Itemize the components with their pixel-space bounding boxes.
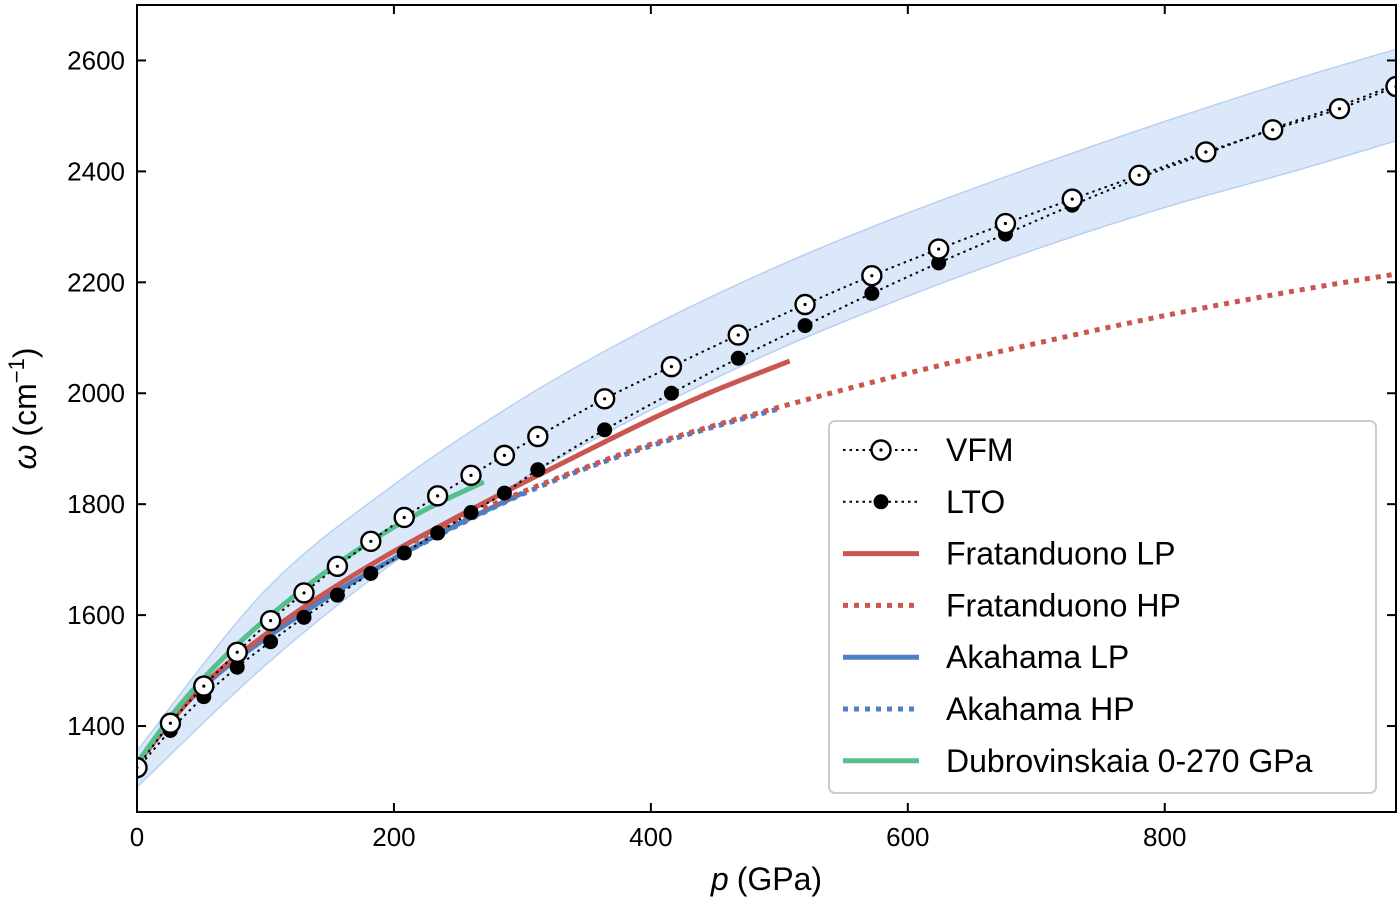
legend-label: LTO [946, 484, 1005, 520]
data-point-center-vfm [1204, 150, 1208, 154]
y-tick-label: 1800 [67, 489, 125, 519]
data-point-lto [329, 587, 345, 603]
data-point-center-vfm [1337, 107, 1342, 111]
data-point-center-vfm [335, 564, 340, 568]
data-point-vfm [137, 756, 148, 779]
legend-label: VFM [946, 432, 1014, 468]
plot-frame [136, 4, 1397, 813]
x-tick-label: 800 [1143, 822, 1186, 852]
series-fratanduono-hp [392, 271, 1396, 554]
legend-box [828, 420, 1377, 794]
legend-item-fratanduono-lp: Fratanduono LP [843, 536, 1176, 572]
data-point-lto [463, 504, 479, 520]
data-point-lto [797, 318, 813, 334]
data-point-lto [931, 255, 947, 271]
x-axis-label: p (GPa) [710, 861, 822, 897]
data-point-center-vfm [502, 453, 507, 457]
data-point-center-vfm [202, 684, 206, 688]
plot-area [137, 48, 1396, 789]
x-tick-label: 0 [130, 822, 144, 852]
data-point-center-vfm [235, 650, 239, 654]
data-point-lto [430, 525, 446, 541]
data-point-center-vfm [436, 494, 440, 498]
data-point-lto [263, 634, 279, 650]
axis-ticks: 0 200 400 600 800 1400 1600 1800 2000 2200 2400 260… [67, 5, 1396, 852]
data-point-center-vfm [803, 302, 807, 307]
y-tick-label: 2400 [67, 156, 125, 186]
y-axis-label: ω (cm−1) [4, 348, 43, 470]
legend-item-dubrovinskaia-0-270-gpa: Dubrovinskaia 0-270 GPa [843, 743, 1313, 779]
data-point-center-vfm [369, 539, 373, 543]
data-point-center-vfm [1070, 197, 1074, 201]
uncertainty-band [137, 48, 1396, 789]
data-point-center-vfm [937, 247, 941, 251]
legend-item-akahama-lp: Akahama LP [843, 639, 1129, 675]
legend: VFM LTO Fratanduono LP Fratanduono HP Akaham… [828, 420, 1377, 794]
data-point-lto [496, 485, 512, 501]
data-point-lto [363, 566, 379, 582]
data-point-center-vfm [469, 473, 473, 477]
y-axis-unit-exponent: −1 [4, 358, 29, 383]
data-point-lto [530, 462, 546, 478]
data-point-lto [229, 659, 245, 675]
legend-swatch-marker-center [879, 448, 883, 452]
data-point-lto [296, 609, 312, 625]
data-point-center-vfm [1003, 221, 1008, 226]
y-axis-unit-close: ) [7, 348, 43, 359]
y-tick-label: 2200 [67, 267, 125, 297]
legend-label: Dubrovinskaia 0-270 GPa [946, 743, 1313, 779]
legend-label: Fratanduono HP [946, 587, 1181, 623]
data-point-center-vfm [168, 721, 173, 725]
legend-item-akahama-hp: Akahama HP [843, 691, 1135, 727]
data-point-center-vfm [870, 274, 874, 278]
legend-swatch-marker [873, 494, 889, 510]
x-tick-label: 200 [372, 822, 415, 852]
legend-label: Fratanduono LP [946, 536, 1176, 572]
series-vfm [137, 75, 1396, 779]
x-tick-label: 600 [886, 822, 929, 852]
legend-item-vfm: VFM [843, 432, 1014, 468]
data-point-center-vfm [736, 333, 740, 337]
y-tick-label: 2600 [67, 45, 125, 75]
data-point-vfm [1385, 75, 1396, 98]
y-tick-label: 1600 [67, 600, 125, 630]
y-tick-label: 1400 [67, 711, 125, 741]
data-point-lto [396, 545, 412, 561]
data-point-center-vfm [302, 591, 306, 595]
data-point-lto [864, 285, 880, 301]
data-point-lto [597, 422, 613, 438]
data-point-lto [663, 385, 679, 401]
y-axis-variable: ω [7, 445, 43, 470]
x-axis-variable: p [710, 861, 729, 897]
legend-item-fratanduono-hp: Fratanduono HP [843, 587, 1181, 623]
data-point-center-vfm [669, 365, 674, 369]
data-point-center-vfm [402, 515, 406, 520]
series-line-fratanduono-lp [137, 358, 791, 765]
series-line-fratanduono-hp [392, 271, 1396, 554]
data-point-lto [730, 350, 746, 366]
data-point-center-vfm [603, 397, 607, 401]
y-tick-label: 2000 [67, 378, 125, 408]
legend-label: Akahama HP [946, 691, 1135, 727]
x-axis-unit: (GPa) [737, 861, 822, 897]
data-point-center-vfm [536, 434, 540, 439]
legend-item-lto: LTO [843, 484, 1005, 520]
legend-label: Akahama LP [946, 639, 1129, 675]
data-point-center-vfm [1271, 128, 1275, 132]
data-point-center-vfm [269, 619, 273, 623]
series-fratanduono-lp [137, 358, 791, 765]
x-tick-label: 400 [629, 822, 672, 852]
data-point-center-vfm [1137, 173, 1141, 177]
y-axis-unit: (cm [7, 383, 43, 436]
